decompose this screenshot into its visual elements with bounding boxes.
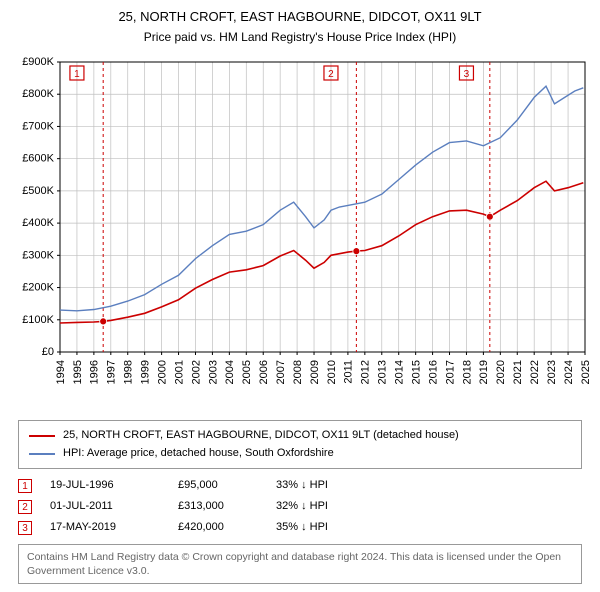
svg-text:£900K: £900K (22, 56, 54, 68)
svg-text:2024: 2024 (563, 360, 575, 384)
legend: 25, NORTH CROFT, EAST HAGBOURNE, DIDCOT,… (18, 420, 582, 469)
svg-text:2003: 2003 (207, 360, 219, 384)
chart-title: 25, NORTH CROFT, EAST HAGBOURNE, DIDCOT,… (10, 8, 590, 26)
legend-item: HPI: Average price, detached house, Sout… (29, 445, 571, 463)
svg-text:£200K: £200K (22, 282, 54, 294)
svg-text:2018: 2018 (461, 360, 473, 384)
svg-text:£700K: £700K (22, 121, 54, 133)
chart-canvas: £0 £100K £200K £300K £400K £500K £600K £700K £80… (10, 52, 590, 412)
transaction-price: £420,000 (178, 517, 258, 538)
svg-text:1998: 1998 (123, 360, 135, 384)
transaction-price: £95,000 (178, 475, 258, 496)
svg-text:2001: 2001 (173, 360, 185, 384)
svg-text:2022: 2022 (529, 360, 541, 384)
svg-text:3: 3 (464, 69, 470, 80)
legend-swatch (29, 435, 55, 437)
transactions-table: 1 19-JUL-1996 £95,000 33% ↓ HPI 2 01-JUL-2011… (18, 475, 582, 538)
svg-text:1995: 1995 (72, 360, 84, 384)
transaction-price: £313,000 (178, 496, 258, 517)
svg-text:£500K: £500K (22, 185, 54, 197)
chart-subtitle: Price paid vs. HM Land Registry's House … (10, 30, 590, 44)
svg-text:2017: 2017 (444, 360, 456, 384)
transaction-marker: 3 (18, 521, 32, 535)
legend-label: 25, NORTH CROFT, EAST HAGBOURNE, DIDCOT,… (63, 427, 459, 445)
svg-text:2011: 2011 (343, 360, 355, 384)
svg-text:£400K: £400K (22, 217, 54, 229)
svg-text:1997: 1997 (106, 360, 118, 384)
legend-swatch (29, 453, 55, 455)
transaction-delta: 35% ↓ HPI (276, 517, 376, 538)
transaction-date: 01-JUL-2011 (50, 496, 160, 517)
transaction-row: 1 19-JUL-1996 £95,000 33% ↓ HPI (18, 475, 582, 496)
svg-text:1999: 1999 (140, 360, 152, 384)
svg-text:2025: 2025 (580, 360, 590, 384)
transaction-marker: 2 (18, 500, 32, 514)
transaction-delta: 32% ↓ HPI (276, 496, 376, 517)
svg-text:£800K: £800K (22, 88, 54, 100)
svg-text:2023: 2023 (546, 360, 558, 384)
svg-text:2: 2 (328, 69, 334, 80)
svg-text:2010: 2010 (326, 360, 338, 384)
svg-text:2014: 2014 (394, 360, 406, 384)
svg-text:2002: 2002 (190, 360, 202, 384)
svg-text:2021: 2021 (512, 360, 524, 384)
svg-text:1: 1 (74, 69, 80, 80)
price-chart: £0 £100K £200K £300K £400K £500K £600K £700K £80… (10, 52, 590, 412)
svg-text:2004: 2004 (224, 360, 236, 384)
svg-text:1994: 1994 (55, 360, 67, 384)
transaction-delta: 33% ↓ HPI (276, 475, 376, 496)
svg-text:2013: 2013 (377, 360, 389, 384)
svg-text:2012: 2012 (360, 360, 372, 384)
transaction-marker: 1 (18, 479, 32, 493)
svg-text:2020: 2020 (495, 360, 507, 384)
svg-text:2005: 2005 (241, 360, 253, 384)
svg-text:£100K: £100K (22, 314, 54, 326)
transaction-date: 17-MAY-2019 (50, 517, 160, 538)
legend-item: 25, NORTH CROFT, EAST HAGBOURNE, DIDCOT,… (29, 427, 571, 445)
svg-text:2019: 2019 (478, 360, 490, 384)
svg-text:£300K: £300K (22, 250, 54, 262)
svg-text:2016: 2016 (427, 360, 439, 384)
svg-text:2008: 2008 (292, 360, 304, 384)
svg-text:2006: 2006 (258, 360, 270, 384)
attribution-text: Contains HM Land Registry data © Crown c… (18, 544, 582, 584)
svg-text:2015: 2015 (410, 360, 422, 384)
svg-text:£0: £0 (42, 346, 54, 358)
svg-text:2009: 2009 (309, 360, 321, 384)
svg-text:£600K: £600K (22, 153, 54, 165)
transaction-row: 3 17-MAY-2019 £420,000 35% ↓ HPI (18, 517, 582, 538)
svg-text:2007: 2007 (275, 360, 287, 384)
svg-text:2000: 2000 (156, 360, 168, 384)
transaction-row: 2 01-JUL-2011 £313,000 32% ↓ HPI (18, 496, 582, 517)
transaction-date: 19-JUL-1996 (50, 475, 160, 496)
legend-label: HPI: Average price, detached house, Sout… (63, 445, 334, 463)
svg-text:1996: 1996 (89, 360, 101, 384)
